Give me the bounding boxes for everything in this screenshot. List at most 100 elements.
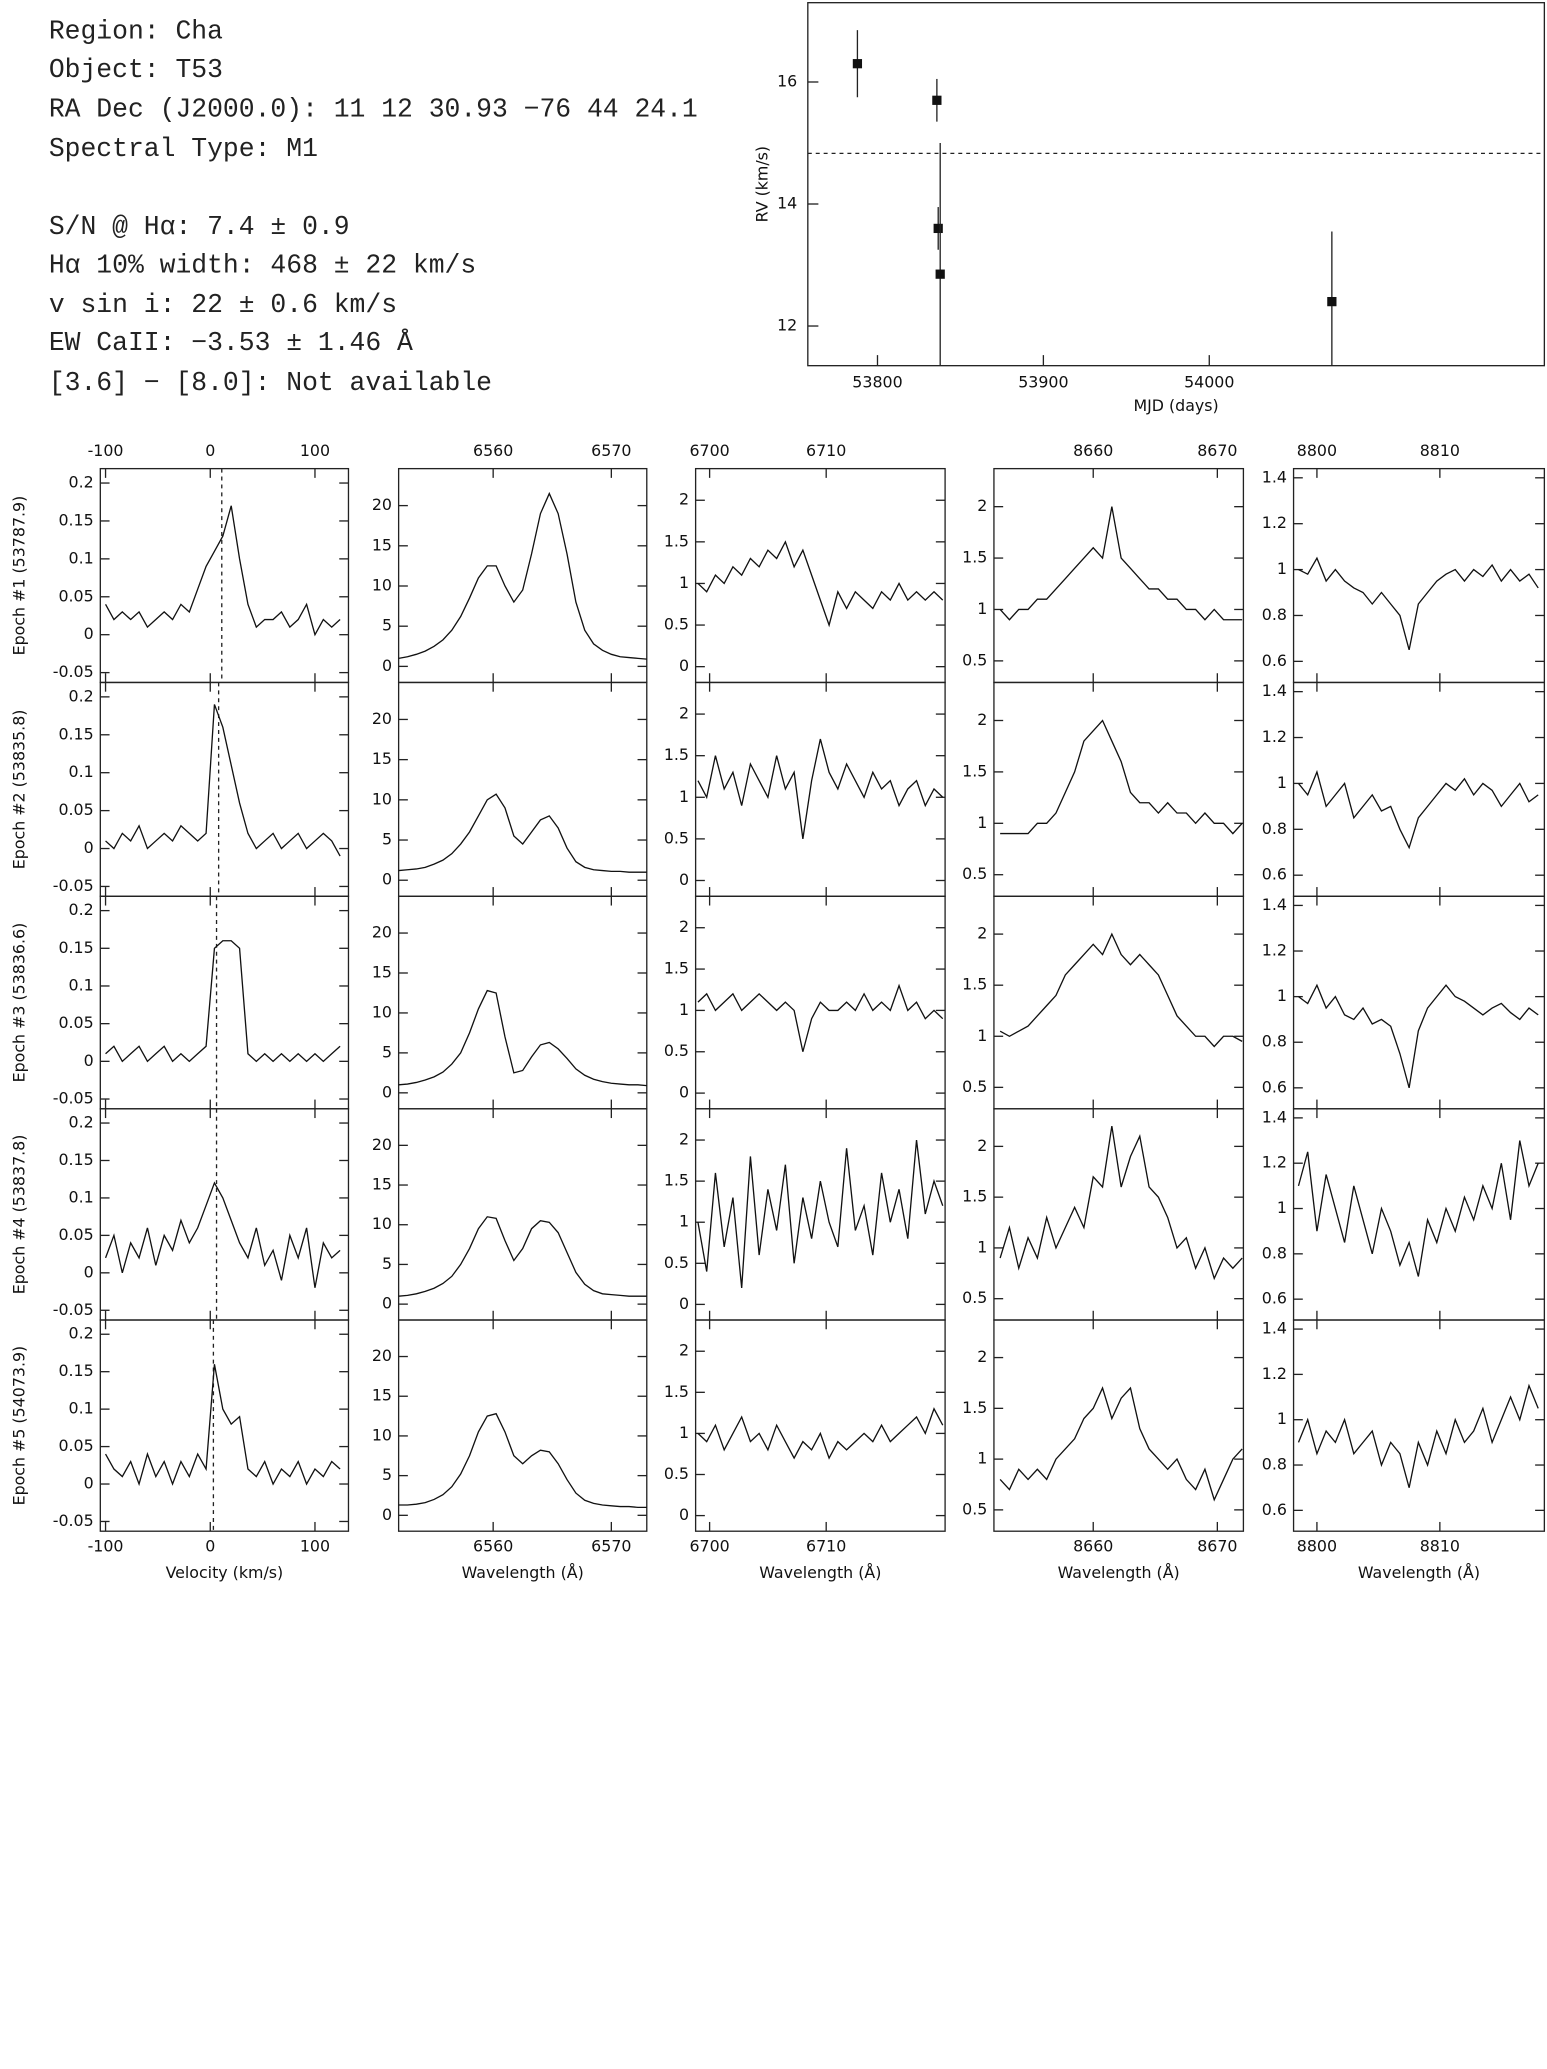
x-tick-label: 53800 — [852, 372, 902, 391]
y-tick-label: 1 — [1277, 559, 1287, 578]
rv-point — [932, 95, 942, 105]
y-tick-label: 0.1 — [69, 548, 94, 567]
y-tick-label: 1.5 — [664, 531, 689, 550]
y-tick-label: 1 — [977, 1026, 987, 1045]
y-tick-label: 2 — [679, 490, 689, 509]
y-tick-label: 2 — [977, 1347, 987, 1366]
info-line: RA Dec (J2000.0): 11 12 30.93 −76 44 24.… — [49, 95, 698, 125]
panel-frame — [99, 1319, 350, 1532]
y-tick-label: 5 — [382, 1042, 392, 1061]
x-tick-label: 8800 — [1297, 441, 1337, 460]
x-tick-label: 6710 — [806, 1537, 846, 1556]
panel-frame — [993, 1319, 1245, 1532]
panel-frame — [1292, 1108, 1546, 1321]
y-tick-label: 0.8 — [1262, 819, 1287, 838]
panel-frame — [694, 467, 946, 684]
y-tick-label: 0.8 — [1262, 605, 1287, 624]
panel-frame — [993, 895, 1245, 1110]
y-tick-label: 0.1 — [69, 1399, 94, 1418]
y-tick-label: 2 — [977, 496, 987, 515]
x-axis-label: Wavelength (Å) — [759, 1563, 881, 1582]
x-axis-label: MJD (days) — [1133, 396, 1218, 415]
panel-frame — [993, 681, 1245, 897]
y-tick-label: 1 — [1277, 1198, 1287, 1217]
y-tick-label: 2 — [679, 1341, 689, 1360]
y-tick-label: 0 — [84, 1051, 94, 1070]
y-tick-label: 0 — [382, 656, 392, 675]
y-tick-label: 0.05 — [58, 586, 93, 605]
spectrum — [1297, 769, 1539, 850]
y-tick-label: 0 — [382, 1294, 392, 1313]
y-tick-label: 0.5 — [962, 1077, 987, 1096]
y-tick-label: 1.4 — [1262, 467, 1287, 486]
x-tick-label: 6570 — [591, 1537, 631, 1556]
y-tick-label: 0.1 — [69, 975, 94, 994]
panel-frame — [1292, 681, 1546, 897]
y-tick-label: 1.5 — [962, 975, 987, 994]
y-tick-label: 0.15 — [58, 510, 93, 529]
y-tick-label: 0.6 — [1262, 865, 1287, 884]
y-tick-label: 0.5 — [664, 1253, 689, 1272]
y-tick-label: 0 — [679, 1083, 689, 1102]
info-line: [3.6] − [8.0]: Not available — [49, 368, 492, 398]
spectrum — [999, 1125, 1243, 1281]
y-tick-label: 0.2 — [69, 686, 94, 705]
y-tick-label: 1 — [977, 599, 987, 618]
spectrum — [697, 1139, 944, 1289]
y-tick-label: 0 — [679, 1505, 689, 1524]
y-tick-label: -0.05 — [53, 662, 94, 681]
y-tick-label: 1.2 — [1262, 941, 1287, 960]
y-tick-label: 1.5 — [664, 1382, 689, 1401]
y-tick-label: 2 — [679, 917, 689, 936]
y-tick-label: 0.5 — [962, 650, 987, 669]
y-tick-label: 1 — [1277, 986, 1287, 1005]
row-label: Epoch #4 (53837.8) — [9, 1135, 28, 1295]
x-tick-label: 8810 — [1420, 1537, 1460, 1556]
spectrum — [1297, 1383, 1539, 1488]
x-tick-label: 54000 — [1184, 372, 1234, 391]
y-tick-label: 1.2 — [1262, 727, 1287, 746]
y-tick-label: 0 — [84, 838, 94, 857]
panel-frame — [694, 1108, 946, 1321]
spectrum — [398, 1216, 647, 1297]
y-tick-label: -0.05 — [53, 1300, 94, 1319]
panel-frame — [99, 895, 350, 1110]
y-tick-label: 20 — [372, 709, 392, 728]
y-tick-label: 20 — [372, 1346, 392, 1365]
x-tick-label: 6570 — [591, 441, 631, 460]
y-tick-label: 1.2 — [1262, 1364, 1287, 1383]
panel-frame — [993, 467, 1245, 684]
y-tick-label: 0.1 — [69, 1187, 94, 1206]
y-tick-label: 15 — [372, 1386, 392, 1405]
panel-frame — [397, 467, 648, 684]
info-line: Spectral Type: M1 — [49, 134, 318, 164]
y-tick-label: 0.8 — [1262, 1455, 1287, 1474]
y-tick-label: 5 — [382, 1254, 392, 1273]
spectrum — [697, 738, 944, 839]
spectrum — [697, 1407, 944, 1460]
x-tick-label: 8660 — [1073, 1537, 1113, 1556]
y-tick-label: 0.2 — [69, 473, 94, 492]
x-tick-label: 100 — [300, 1537, 330, 1556]
x-tick-label: 8660 — [1073, 441, 1113, 460]
y-tick-label: 0 — [679, 656, 689, 675]
spectrum — [398, 989, 647, 1087]
x-axis-label: Velocity (km/s) — [166, 1563, 284, 1582]
x-tick-label: -100 — [88, 441, 124, 460]
row-label: Epoch #1 (53787.9) — [9, 496, 28, 656]
y-tick-label: 5 — [382, 1465, 392, 1484]
y-tick-label: 5 — [382, 830, 392, 849]
y-tick-label: 0.05 — [58, 1225, 93, 1244]
spectrum — [697, 983, 944, 1052]
y-tick-label: 2 — [679, 704, 689, 723]
y-tick-label: 10 — [372, 789, 392, 808]
y-tick-label: 0.2 — [69, 900, 94, 919]
info-line: Region: Cha — [49, 17, 223, 47]
y-tick-label: 1 — [977, 813, 987, 832]
y-tick-label: 10 — [372, 575, 392, 594]
panel-frame — [99, 1108, 350, 1321]
y-tick-label: 15 — [372, 962, 392, 981]
info-block: Region: Cha Object: T53 RA Dec (J2000.0)… — [49, 17, 698, 398]
y-tick-label: 0 — [84, 1474, 94, 1493]
x-tick-label: 6560 — [473, 1537, 513, 1556]
